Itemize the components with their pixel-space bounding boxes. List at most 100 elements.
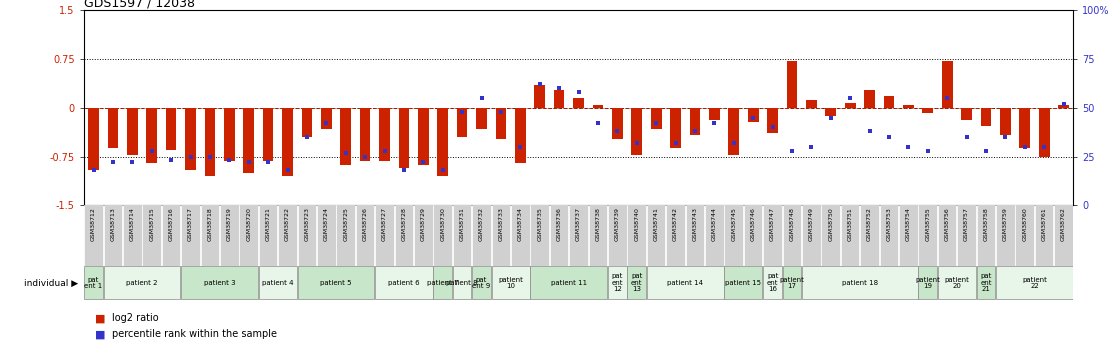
Text: GSM38730: GSM38730 [440, 207, 445, 241]
Bar [340, 108, 351, 165]
FancyBboxPatch shape [123, 205, 142, 266]
Bar [574, 98, 584, 108]
FancyBboxPatch shape [647, 205, 665, 266]
FancyBboxPatch shape [376, 266, 433, 299]
FancyBboxPatch shape [414, 205, 433, 266]
Text: patient 11: patient 11 [551, 280, 587, 286]
Text: patient
19: patient 19 [916, 277, 940, 289]
FancyBboxPatch shape [957, 205, 976, 266]
FancyBboxPatch shape [919, 266, 937, 299]
FancyBboxPatch shape [220, 205, 238, 266]
FancyBboxPatch shape [608, 266, 627, 299]
Text: GSM38719: GSM38719 [227, 207, 231, 241]
Text: GSM38752: GSM38752 [868, 207, 872, 241]
Text: pat
ent 9: pat ent 9 [473, 277, 491, 289]
Bar [961, 108, 972, 119]
Bar [787, 61, 797, 108]
Text: GSM38738: GSM38738 [596, 207, 600, 241]
FancyBboxPatch shape [104, 266, 180, 299]
Bar [127, 108, 138, 155]
Bar [146, 108, 158, 163]
Bar [651, 108, 662, 129]
Bar [709, 108, 720, 119]
Text: patient 14: patient 14 [667, 280, 703, 286]
FancyBboxPatch shape [530, 205, 549, 266]
FancyBboxPatch shape [239, 205, 258, 266]
FancyBboxPatch shape [783, 266, 802, 299]
Bar [806, 100, 817, 108]
Text: GSM38739: GSM38739 [615, 207, 619, 241]
Bar [999, 108, 1011, 135]
Text: percentile rank within the sample: percentile rank within the sample [112, 329, 277, 339]
Text: ■: ■ [95, 329, 105, 339]
FancyBboxPatch shape [724, 205, 743, 266]
FancyBboxPatch shape [996, 266, 1073, 299]
Text: GSM38744: GSM38744 [712, 207, 717, 241]
Text: GSM38747: GSM38747 [770, 207, 775, 241]
Bar [244, 108, 254, 173]
Text: GSM38737: GSM38737 [576, 207, 581, 241]
Text: GSM38735: GSM38735 [538, 207, 542, 241]
Text: GSM38743: GSM38743 [692, 207, 698, 241]
Text: GSM38748: GSM38748 [789, 207, 795, 241]
Text: pat
ent
21: pat ent 21 [980, 273, 992, 293]
FancyBboxPatch shape [860, 205, 879, 266]
FancyBboxPatch shape [318, 205, 335, 266]
FancyBboxPatch shape [938, 266, 976, 299]
FancyBboxPatch shape [589, 205, 607, 266]
Text: GSM38721: GSM38721 [266, 207, 271, 241]
Bar [941, 61, 953, 108]
Text: GSM38755: GSM38755 [926, 207, 930, 241]
Bar [903, 105, 913, 108]
FancyBboxPatch shape [1015, 205, 1034, 266]
Bar [302, 108, 312, 137]
Text: GSM38712: GSM38712 [91, 207, 96, 241]
Bar [437, 108, 448, 176]
FancyBboxPatch shape [899, 205, 918, 266]
Bar [1059, 105, 1069, 108]
Text: patient 5: patient 5 [321, 280, 352, 286]
Text: GSM38756: GSM38756 [945, 207, 949, 241]
FancyBboxPatch shape [356, 205, 375, 266]
Bar [922, 108, 934, 113]
Bar [476, 108, 487, 129]
Bar [534, 85, 546, 108]
Text: patient
20: patient 20 [945, 277, 969, 289]
Bar [729, 108, 739, 155]
Text: GSM38740: GSM38740 [634, 207, 639, 241]
Bar [379, 108, 390, 161]
FancyBboxPatch shape [802, 266, 918, 299]
Bar [690, 108, 700, 135]
Bar [864, 90, 875, 108]
Text: GSM38723: GSM38723 [304, 207, 310, 241]
Text: GSM38749: GSM38749 [808, 207, 814, 241]
Bar [748, 108, 758, 122]
FancyBboxPatch shape [880, 205, 898, 266]
FancyBboxPatch shape [434, 205, 452, 266]
FancyBboxPatch shape [142, 205, 161, 266]
FancyBboxPatch shape [938, 205, 957, 266]
FancyBboxPatch shape [569, 205, 588, 266]
FancyBboxPatch shape [627, 266, 646, 299]
Bar [282, 108, 293, 176]
Text: GSM38715: GSM38715 [149, 207, 154, 241]
FancyBboxPatch shape [434, 266, 452, 299]
Bar [632, 108, 642, 155]
FancyBboxPatch shape [181, 266, 258, 299]
Text: patient 4: patient 4 [262, 280, 294, 286]
Text: GSM38760: GSM38760 [1022, 207, 1027, 241]
Text: GSM38732: GSM38732 [479, 207, 484, 241]
Text: GSM38713: GSM38713 [111, 207, 115, 241]
Text: ■: ■ [95, 314, 105, 324]
Text: GSM38720: GSM38720 [246, 207, 252, 241]
Text: GSM38742: GSM38742 [673, 207, 679, 241]
Text: GSM38727: GSM38727 [382, 207, 387, 241]
Bar [224, 108, 235, 161]
Text: GSM38762: GSM38762 [1061, 207, 1067, 241]
FancyBboxPatch shape [259, 266, 297, 299]
Text: GSM38726: GSM38726 [362, 207, 368, 241]
FancyBboxPatch shape [550, 205, 568, 266]
Bar [980, 108, 992, 126]
FancyBboxPatch shape [492, 205, 510, 266]
Bar [825, 108, 836, 116]
